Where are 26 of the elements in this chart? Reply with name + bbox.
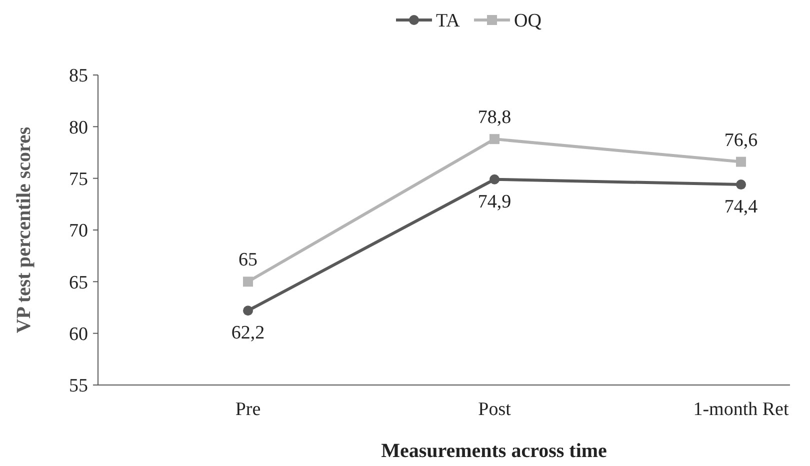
x-tick-label: 1-month Ret: [693, 399, 790, 420]
y-tick-label: 65: [69, 272, 88, 294]
data-label: 76,6: [724, 130, 758, 151]
y-tick-label: 85: [69, 66, 88, 87]
point: [736, 180, 746, 190]
data-label: 65: [238, 250, 258, 271]
point: [490, 134, 500, 144]
x-tick-label: Pre: [235, 399, 261, 420]
point: [736, 156, 746, 167]
data-label: 78,8: [478, 107, 512, 128]
y-tick-label: 70: [69, 220, 88, 242]
point: [243, 306, 253, 316]
legend-label: OQ: [514, 10, 542, 32]
y-tick-label: 55: [69, 376, 88, 397]
data-label: 74,9: [478, 191, 512, 212]
legend-label: TA: [436, 10, 460, 32]
point: [490, 174, 500, 184]
x-tick-label: Post: [478, 399, 512, 420]
y-axis-title: VP test percentile scores: [13, 126, 35, 334]
point: [243, 276, 253, 287]
data-label: 62,2: [231, 322, 265, 344]
data-label: 74,4: [724, 196, 758, 218]
x-axis-title: Measurements across time: [381, 440, 608, 462]
y-tick-label: 60: [69, 324, 88, 345]
y-tick-label: 80: [69, 117, 88, 138]
y-tick-label: 75: [69, 168, 88, 190]
